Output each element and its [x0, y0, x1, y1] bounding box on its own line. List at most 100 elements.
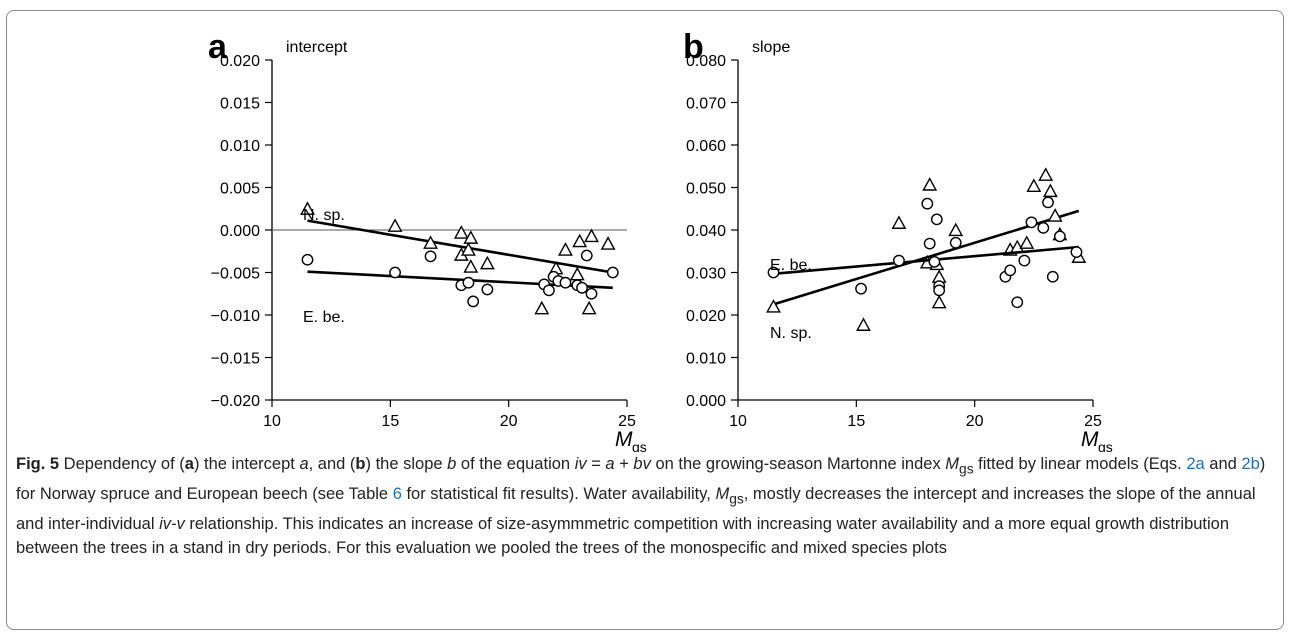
data-point-ebe	[1046, 270, 1059, 283]
data-point-nsp	[1026, 178, 1042, 192]
data-point-nsp	[766, 299, 781, 313]
y-axis-title: slope	[752, 39, 790, 56]
y-tick-label: −0.010	[211, 308, 260, 325]
caption-segment: b	[447, 455, 457, 473]
y-tick-label: 0.020	[220, 53, 260, 70]
caption-segment[interactable]: 2b	[1241, 455, 1260, 473]
x-axis-title: M	[1081, 428, 1099, 451]
data-point-nsp	[479, 255, 495, 270]
data-point-ebe	[1011, 296, 1024, 309]
caption-segment: ) the intercept	[193, 455, 300, 473]
y-tick-label: −0.020	[211, 393, 260, 410]
x-axis-title-subscript: gs	[1098, 439, 1113, 452]
data-point-nsp	[534, 300, 550, 315]
data-point-nsp	[600, 236, 616, 250]
x-tick-label: 10	[263, 413, 281, 430]
caption-segment: b	[355, 455, 366, 473]
figure-frame	[6, 10, 1284, 630]
caption-segment[interactable]: 2a	[1186, 455, 1205, 473]
data-point-nsp	[558, 242, 573, 256]
data-point-nsp	[922, 177, 938, 191]
data-point-ebe	[481, 283, 494, 296]
x-tick-label: 25	[1084, 413, 1102, 430]
y-tick-label: 0.010	[686, 351, 726, 368]
caption-segment[interactable]: 6	[392, 484, 402, 503]
data-point-ebe	[543, 284, 555, 297]
data-point-nsp	[948, 222, 964, 237]
y-tick-label: 0.015	[220, 96, 260, 113]
data-point-nsp	[569, 266, 585, 281]
y-tick-label: 0.060	[686, 138, 726, 155]
y-tick-label: 0.040	[686, 223, 726, 240]
panel-letter-a: a	[208, 28, 228, 66]
data-point-ebe	[606, 266, 619, 279]
caption-segment: +	[614, 455, 634, 473]
data-point-ebe	[855, 282, 867, 295]
data-point-ebe	[389, 266, 401, 279]
x-axis-title: M	[615, 428, 633, 451]
y-tick-label: −0.015	[211, 351, 260, 368]
data-point-ebe	[1037, 221, 1050, 234]
caption-segment: of the equation	[456, 455, 575, 473]
panel-b-chart: b 0.000 0.010 0.020 0.030 0.040 0.050 0.060 0.07…	[683, 28, 1113, 452]
caption-segment: a	[184, 455, 194, 473]
data-point-ebe	[424, 250, 437, 263]
caption-segment: relationship. This indicates an increase…	[16, 514, 1230, 558]
x-tick-label: 10	[729, 413, 747, 430]
data-point-ebe	[921, 197, 934, 210]
panel-a-chart: a −0.020 −0.015 −0.010 −0.005 0.000 0.005 0.010…	[208, 28, 647, 452]
y-tick-label: 0.080	[686, 53, 726, 70]
data-point-ebe	[767, 266, 780, 279]
data-point-ebe	[559, 276, 572, 289]
caption-segment: gs	[959, 461, 974, 477]
data-point-nsp	[423, 235, 438, 249]
caption-segment: iv	[574, 455, 587, 473]
x-axis-title-subscript: gs	[632, 439, 647, 452]
y-tick-label: 0.070	[686, 96, 726, 113]
data-point-ebe	[933, 284, 946, 297]
panel-letter-b: b	[683, 28, 704, 66]
data-point-ebe	[1004, 264, 1017, 277]
y-tick-label: 0.030	[686, 266, 726, 283]
data-point-nsp	[1047, 208, 1063, 222]
caption-segment: a	[299, 455, 309, 473]
data-point-nsp	[856, 317, 871, 331]
data-point-nsp	[581, 300, 597, 315]
caption-segment: M	[945, 455, 960, 473]
y-tick-label: 0.010	[220, 138, 260, 155]
series-label-nsp: N. sp.	[770, 325, 812, 342]
y-tick-label: −0.005	[211, 266, 260, 283]
x-tick-label: 25	[618, 413, 636, 430]
data-point-nsp	[584, 228, 599, 243]
data-point-nsp	[1038, 167, 1054, 181]
data-point-ebe	[1025, 216, 1038, 229]
caption-segment: a	[605, 455, 615, 473]
data-point-ebe	[949, 236, 962, 249]
data-point-nsp	[1042, 183, 1058, 198]
y-tick-label: 0.050	[686, 181, 726, 198]
data-point-nsp	[891, 215, 907, 229]
caption-segment: for statistical fit results). Water avai…	[401, 484, 716, 503]
caption-body: Dependency of (a) the intercept a, and (…	[16, 455, 1265, 557]
data-point-ebe	[930, 213, 943, 226]
data-point-ebe	[576, 281, 588, 294]
series-label-nsp: N. sp.	[303, 207, 345, 224]
caption-lead: Fig. 5	[16, 455, 60, 473]
series-label-ebe: E. be.	[770, 257, 812, 274]
caption-segment: and	[1204, 455, 1242, 473]
data-point-nsp	[931, 294, 947, 309]
x-tick-label: 20	[500, 413, 518, 430]
data-point-ebe	[467, 295, 480, 308]
caption-segment: iv-v	[159, 514, 185, 533]
x-tick-label: 15	[847, 413, 865, 430]
data-point-ebe	[923, 237, 936, 250]
data-point-nsp	[463, 230, 479, 244]
caption-segment: on the growing-season Martonne index	[650, 455, 946, 473]
data-point-ebe	[585, 287, 598, 300]
caption-segment: Dependency of (	[59, 455, 185, 473]
data-point-ebe	[580, 249, 593, 262]
fit-line-ebe	[773, 245, 1079, 276]
caption-segment: fitted by linear models (Eqs.	[973, 455, 1187, 473]
figure-caption: Fig. 5 Dependency of (a) the intercept a…	[16, 452, 1278, 561]
data-point-nsp	[1019, 235, 1035, 249]
